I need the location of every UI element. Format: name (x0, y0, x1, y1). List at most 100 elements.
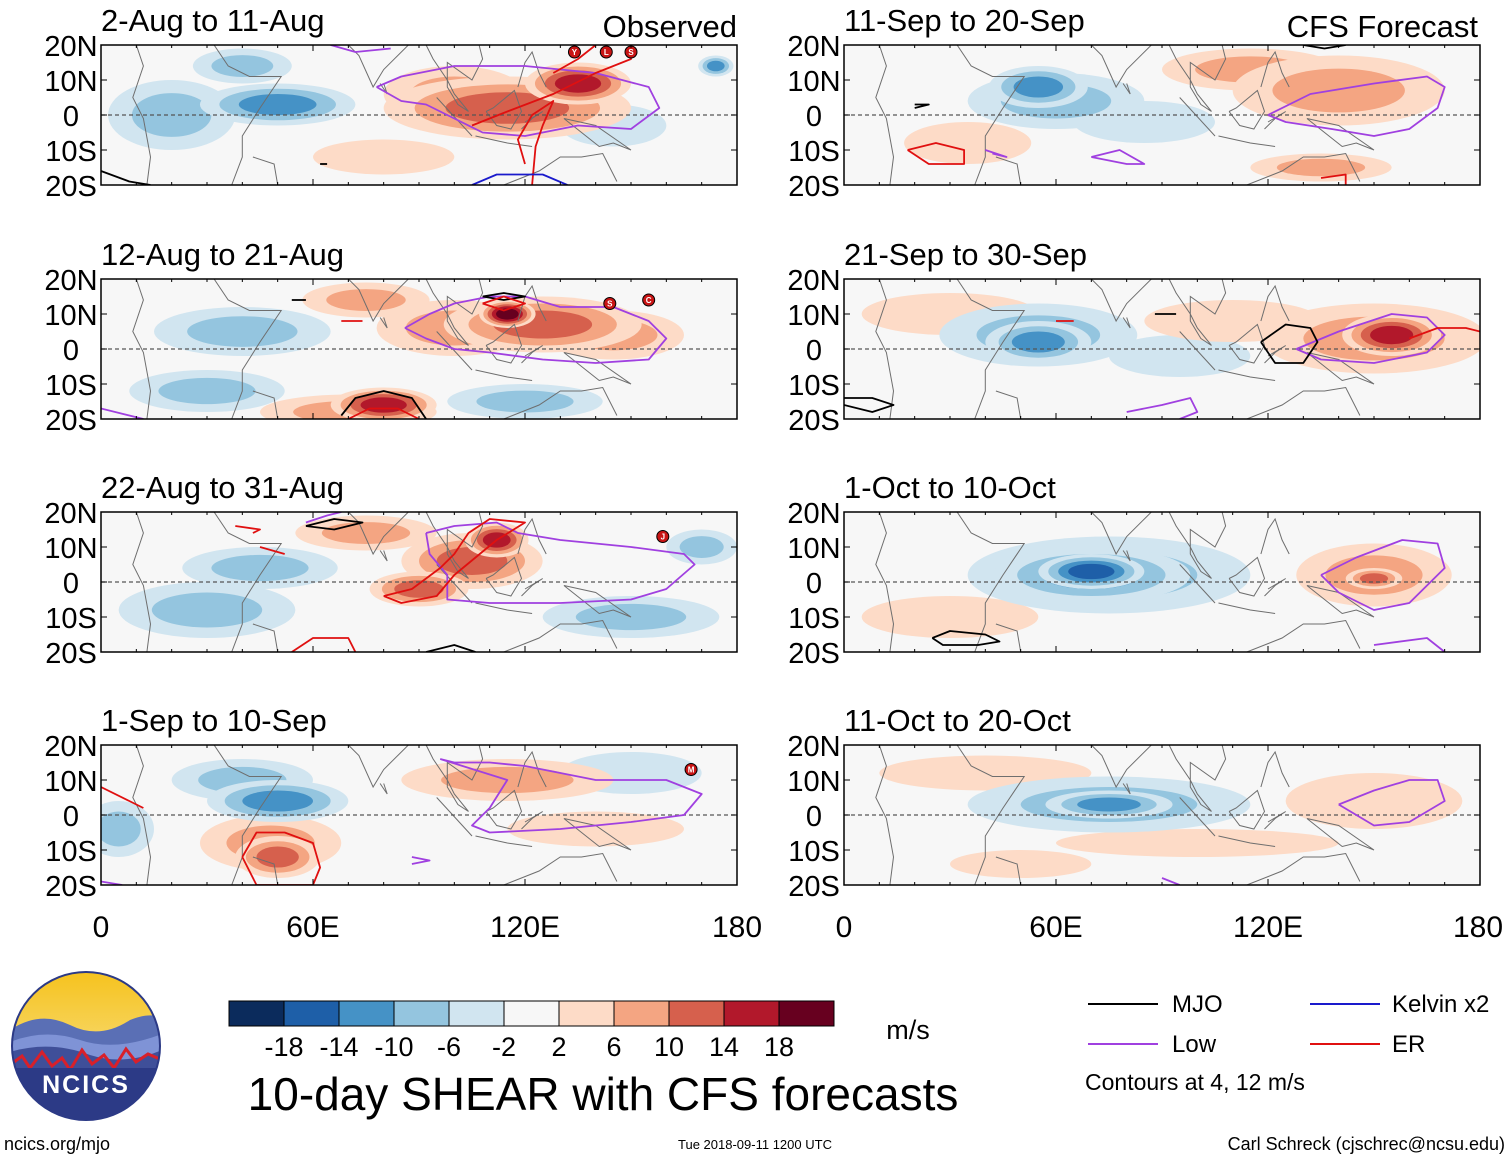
storm-marker: S (603, 297, 617, 310)
coastline (563, 585, 632, 618)
y-tick-label: 0 (63, 801, 79, 833)
footer-url[interactable]: ncics.org/mjo (4, 1134, 110, 1154)
coastline (956, 745, 1026, 885)
coastline (1260, 750, 1290, 788)
legend-label-mjo: MJO (1172, 991, 1223, 1018)
coastline (956, 512, 1026, 652)
y-tick-label: 20N (787, 731, 840, 763)
y-tick-label: 0 (806, 801, 822, 833)
storm-marker: J (656, 530, 670, 543)
y-tick-label: 10N (787, 300, 840, 332)
wave-contour-low (1267, 75, 1446, 137)
colorbar-tick-label: -10 (374, 1032, 413, 1062)
colorbar-swatch (778, 1000, 835, 1027)
coastline (1228, 89, 1266, 130)
coastline (302, 279, 410, 323)
coastline (1246, 619, 1361, 652)
y-tick-label: 0 (63, 335, 79, 367)
panel-field: M (101, 745, 737, 885)
colorbar-swatch (723, 1000, 780, 1027)
coastline (213, 45, 283, 185)
coastline (436, 564, 473, 604)
coastline (1218, 835, 1276, 847)
coastline (563, 818, 632, 851)
coastline (425, 45, 484, 112)
y-tick-label: 20N (787, 265, 840, 297)
coastline (475, 369, 533, 381)
wave-contour-mjo (305, 518, 364, 531)
coastline (1168, 279, 1227, 346)
coastline (503, 852, 618, 885)
y-tick-label: 20N (787, 31, 840, 63)
panel-title: 1-Oct to 10-Oct (844, 470, 1056, 505)
footer-author[interactable]: Carl Schreck (cjschrec@ncsu.edu) (1228, 1134, 1505, 1154)
coastline (563, 118, 632, 151)
wave-contour-er (1408, 327, 1480, 340)
y-tick-label: 20S (788, 871, 840, 903)
storm-code: J (661, 533, 665, 542)
shear-anomaly-blob (211, 554, 309, 582)
colorbar-swatch (668, 1000, 725, 1027)
shear-anomaly-blob (904, 122, 1032, 164)
wave-contour-mjo (101, 170, 151, 185)
shear-anomaly-blob (158, 377, 256, 405)
panel-field (844, 45, 1480, 185)
colorbar-swatch (503, 1000, 560, 1027)
shear-anomaly-blob (321, 522, 411, 544)
x-tick-label: 180 (712, 911, 762, 944)
y-tick-label: 20N (44, 265, 97, 297)
coastline (436, 797, 473, 837)
y-tick-label: 10S (788, 370, 840, 402)
colorbar-swatch (558, 1000, 615, 1027)
wave-contour-low (404, 295, 668, 364)
coastline (1168, 512, 1227, 579)
y-tick-label: 20S (45, 405, 97, 437)
coastline (956, 45, 1026, 185)
colorbar-tick-label: -2 (492, 1032, 516, 1062)
coastline (995, 623, 1022, 652)
y-tick-label: 0 (806, 335, 822, 367)
coastline (1260, 50, 1290, 88)
coastline (1045, 45, 1153, 89)
y-tick-label: 0 (63, 101, 79, 133)
shear-anomaly-blob (476, 390, 574, 413)
colorbar-tick-label: 2 (551, 1032, 566, 1062)
coastline (1228, 323, 1266, 364)
wave-contour-mjo (844, 397, 895, 413)
shear-anomaly-blob (861, 596, 1039, 638)
shear-anomaly-blob (1056, 829, 1339, 857)
colorbar-swatch (283, 1000, 340, 1027)
coastline (213, 745, 283, 885)
shear-anomaly-blob (1011, 331, 1065, 353)
wave-contour-low (1126, 397, 1199, 419)
y-tick-label: 10N (44, 766, 97, 798)
colorbar-tick-label: -18 (264, 1032, 303, 1062)
y-tick-label: 10N (44, 66, 97, 98)
y-tick-label: 10N (44, 533, 97, 565)
storm-code: S (628, 48, 634, 57)
x-tick-label: 120E (1233, 911, 1303, 944)
shear-anomaly-blob (706, 60, 725, 72)
y-tick-label: 10S (788, 136, 840, 168)
coastline (132, 745, 152, 885)
legend-label-kelvin: Kelvin x2 (1392, 991, 1489, 1018)
storm-code: S (607, 300, 613, 309)
x-tick-label: 60E (286, 911, 339, 944)
coastline (1045, 512, 1153, 556)
coastline (503, 619, 618, 652)
y-tick-label: 0 (806, 568, 822, 600)
shear-anomaly-blob (256, 846, 299, 868)
coastline (213, 279, 283, 419)
wave-contour-er (552, 45, 597, 74)
shear-anomaly-blob (151, 592, 263, 628)
y-tick-label: 20S (788, 171, 840, 203)
coastline (1179, 331, 1216, 371)
wave-contour-er (291, 637, 357, 652)
